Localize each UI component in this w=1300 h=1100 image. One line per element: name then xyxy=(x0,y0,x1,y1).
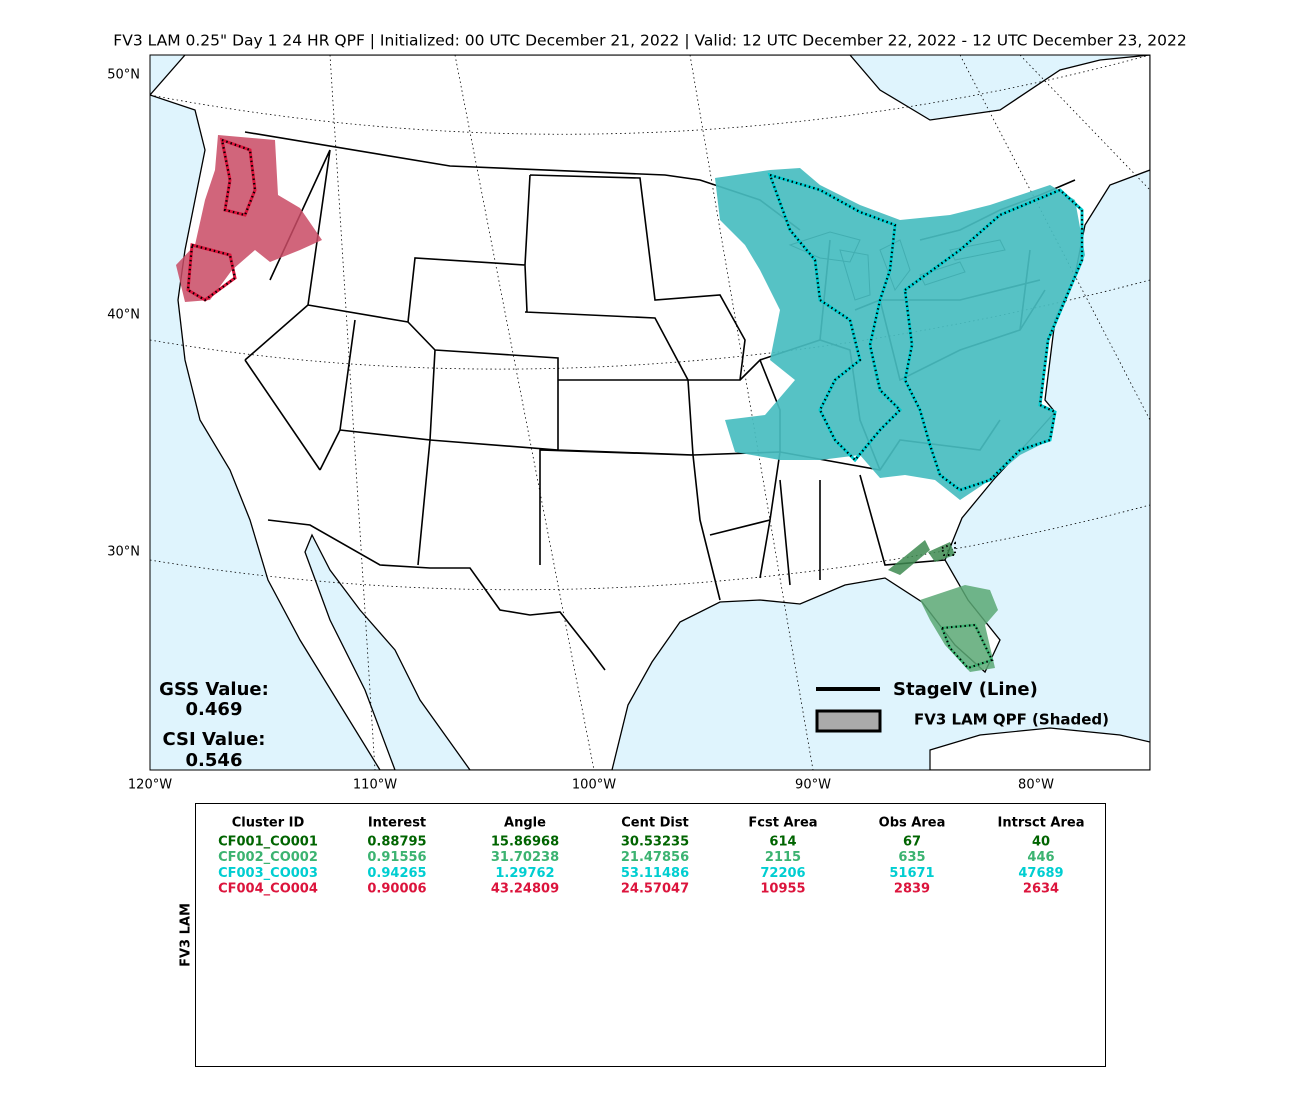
lon-label: 110°W xyxy=(353,778,397,793)
table-cell: CF001_CO001 xyxy=(218,835,318,850)
table-cell: 30.53235 xyxy=(621,835,689,850)
csi-value: 0.546 xyxy=(186,750,243,771)
scores: GSS Value: 0.469 CSI Value: 0.546 xyxy=(159,679,269,771)
table-header: Intrsct Area xyxy=(998,816,1085,831)
title: FV3 LAM 0.25" Day 1 24 HR QPF | Initiali… xyxy=(113,32,1186,50)
lon-label: 100°W xyxy=(572,778,616,793)
table-cell: 0.90006 xyxy=(367,882,426,897)
table-cell: 53.11486 xyxy=(621,866,689,881)
table-cell: 0.88795 xyxy=(367,835,426,850)
table-cell: 15.86968 xyxy=(491,835,559,850)
lat-label: 50°N xyxy=(107,68,140,83)
table-cell: 31.70238 xyxy=(491,850,559,865)
table-header: Obs Area xyxy=(879,816,946,831)
graticule xyxy=(150,55,1150,770)
csi-label: CSI Value: xyxy=(163,729,266,750)
table-header: Angle xyxy=(504,816,546,831)
table-cell: 2115 xyxy=(765,850,801,865)
table-frame xyxy=(195,803,1106,1067)
lon-label: 80°W xyxy=(1018,778,1054,793)
table-cell: 635 xyxy=(898,850,925,865)
table-cell: CF004_CO004 xyxy=(218,882,318,897)
legend-line-label: StageIV (Line) xyxy=(893,679,1038,700)
fcst-cluster-green xyxy=(888,540,998,672)
fcst-cluster-teal xyxy=(715,168,1085,500)
table-cell: 47689 xyxy=(1018,866,1063,881)
lon-label: 120°W xyxy=(128,778,172,793)
gss-label: GSS Value: xyxy=(159,679,269,700)
table-cell: 2839 xyxy=(894,882,930,897)
table-cell: CF003_CO003 xyxy=(218,866,318,881)
table-cell: 2634 xyxy=(1023,882,1059,897)
table-header: Cent Dist xyxy=(621,816,689,831)
lat-label: 30°N xyxy=(107,545,140,560)
table-side-label: FV3 LAM xyxy=(179,903,194,967)
table-cell: 43.24809 xyxy=(491,882,559,897)
table-cell: 446 xyxy=(1027,850,1054,865)
table-cell: 0.94265 xyxy=(367,866,426,881)
legend: StageIV (Line) FV3 LAM QPF (Shaded) xyxy=(815,679,1109,733)
gss-value: 0.469 xyxy=(186,699,243,720)
caribbean-land xyxy=(929,727,1150,770)
table-cell: 1.29762 xyxy=(495,866,554,881)
table-cell: 40 xyxy=(1032,835,1050,850)
table: FV3 LAM Cluster ID Interest Angle Cent Dist… xyxy=(179,803,1106,1067)
table-header: Interest xyxy=(368,816,426,831)
table-cell: 0.91556 xyxy=(367,850,426,865)
table-cell: 614 xyxy=(769,835,796,850)
lat-label: 40°N xyxy=(107,308,140,323)
map-frame xyxy=(149,54,1151,771)
table-cell: CF002_CO002 xyxy=(218,850,318,865)
fcst-cluster-crimson xyxy=(176,135,322,302)
table-cell: 72206 xyxy=(760,866,805,881)
table-header: Cluster ID xyxy=(232,816,305,831)
table-cell: 24.57047 xyxy=(621,882,689,897)
legend-swatch xyxy=(815,709,882,733)
map: 50°N 40°N 30°N 120°W 110°W 100°W 90°W 80°W Sta… xyxy=(107,54,1151,793)
legend-shaded-label: FV3 LAM QPF (Shaded) xyxy=(914,711,1109,729)
lon-label: 90°W xyxy=(795,778,831,793)
table-cell: 21.47856 xyxy=(621,850,689,865)
table-cell: 51671 xyxy=(889,866,934,881)
table-cell: 10955 xyxy=(760,882,805,897)
table-cell: 67 xyxy=(903,835,921,850)
table-header: Fcst Area xyxy=(748,816,817,831)
